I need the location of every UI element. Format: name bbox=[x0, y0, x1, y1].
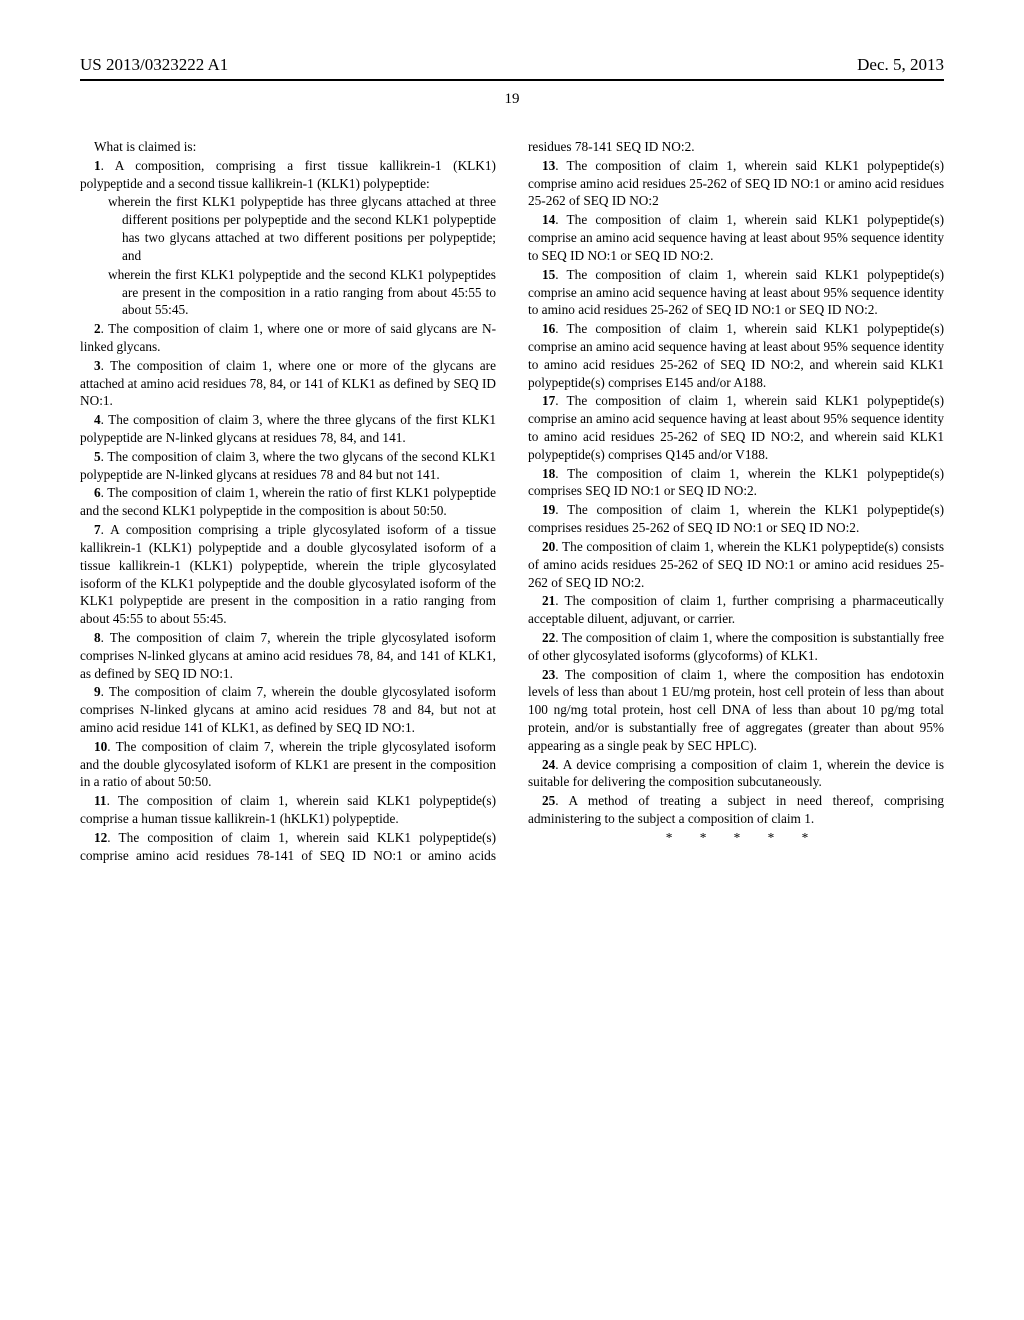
claim: 3. The composition of claim 1, where one… bbox=[80, 357, 496, 410]
claim-number: 16 bbox=[542, 321, 555, 336]
claim: 7. A composition comprising a triple gly… bbox=[80, 521, 496, 628]
claims-intro: What is claimed is: bbox=[80, 138, 496, 156]
claim: 4. The composition of claim 3, where the… bbox=[80, 411, 496, 447]
claim-number: 4 bbox=[94, 412, 101, 427]
claim-number: 7 bbox=[94, 522, 101, 537]
claim-number: 23 bbox=[542, 667, 555, 682]
claim: 16. The composition of claim 1, wherein … bbox=[528, 320, 944, 391]
claims-body: What is claimed is: 1. A composition, co… bbox=[80, 138, 944, 865]
claim-number: 9 bbox=[94, 684, 101, 699]
claim: 14. The composition of claim 1, wherein … bbox=[528, 211, 944, 264]
claim-number: 17 bbox=[542, 393, 555, 408]
claim-number: 18 bbox=[542, 466, 555, 481]
page-number: 19 bbox=[80, 91, 944, 108]
end-marks: * * * * * bbox=[528, 829, 944, 847]
claim-sub: wherein the first KLK1 polypeptide and t… bbox=[94, 266, 496, 319]
claim: 19. The composition of claim 1, wherein … bbox=[528, 501, 944, 537]
claim: 18. The composition of claim 1, wherein … bbox=[528, 465, 944, 501]
claim: 24. A device comprising a composition of… bbox=[528, 756, 944, 792]
publication-date: Dec. 5, 2013 bbox=[857, 55, 944, 75]
claim: 20. The composition of claim 1, wherein … bbox=[528, 538, 944, 591]
claim: 2. The composition of claim 1, where one… bbox=[80, 320, 496, 356]
claim: 5. The composition of claim 3, where the… bbox=[80, 448, 496, 484]
claim: 8. The composition of claim 7, wherein t… bbox=[80, 629, 496, 682]
claim: 10. The composition of claim 7, wherein … bbox=[80, 738, 496, 791]
claim: 22. The composition of claim 1, where th… bbox=[528, 629, 944, 665]
claim-number: 8 bbox=[94, 630, 101, 645]
claim-number: 13 bbox=[542, 158, 555, 173]
claim-number: 5 bbox=[94, 449, 101, 464]
claim-number: 24 bbox=[542, 757, 555, 772]
claim-number: 25 bbox=[542, 793, 555, 808]
page-header: US 2013/0323222 A1 Dec. 5, 2013 bbox=[80, 55, 944, 81]
claim-number: 6 bbox=[94, 485, 101, 500]
claim-number: 1 bbox=[94, 158, 101, 173]
claim: 15. The composition of claim 1, wherein … bbox=[528, 266, 944, 319]
claim-number: 3 bbox=[94, 358, 101, 373]
claim-sub: wherein the first KLK1 polypeptide has t… bbox=[94, 193, 496, 264]
claim-number: 10 bbox=[94, 739, 107, 754]
claim: 17. The composition of claim 1, wherein … bbox=[528, 392, 944, 463]
claim: 25. A method of treating a subject in ne… bbox=[528, 792, 944, 828]
claim-number: 19 bbox=[542, 502, 555, 517]
claim-number: 22 bbox=[542, 630, 555, 645]
claim-number: 11 bbox=[94, 793, 107, 808]
publication-number: US 2013/0323222 A1 bbox=[80, 55, 228, 75]
claim-number: 21 bbox=[542, 593, 555, 608]
claim-number: 2 bbox=[94, 321, 101, 336]
claim: 13. The composition of claim 1, wherein … bbox=[528, 157, 944, 210]
claim: 11. The composition of claim 1, wherein … bbox=[80, 792, 496, 828]
claim-number: 12 bbox=[94, 830, 107, 845]
claim: 23. The composition of claim 1, where th… bbox=[528, 666, 944, 755]
claim: 21. The composition of claim 1, further … bbox=[528, 592, 944, 628]
claim: 1. A composition, comprising a first tis… bbox=[80, 157, 496, 193]
claim: 9. The composition of claim 7, wherein t… bbox=[80, 683, 496, 736]
claim-number: 20 bbox=[542, 539, 555, 554]
claim-number: 15 bbox=[542, 267, 555, 282]
claim: 6. The composition of claim 1, wherein t… bbox=[80, 484, 496, 520]
claim-number: 14 bbox=[542, 212, 555, 227]
